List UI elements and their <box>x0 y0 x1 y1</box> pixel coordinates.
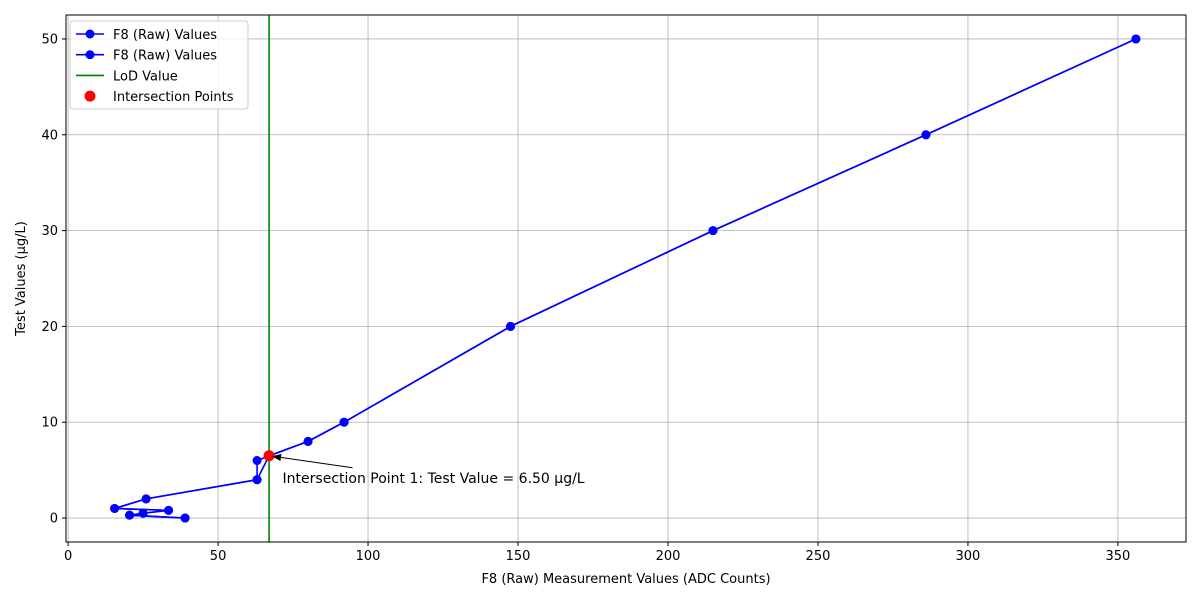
legend-entry-lod: LoD Value <box>76 69 178 84</box>
x-tick-label: 50 <box>210 549 227 564</box>
annotation-arrow <box>277 456 353 469</box>
series-2-point <box>180 513 190 523</box>
legend-label: F8 (Raw) Values <box>113 28 217 43</box>
series-2-point <box>125 510 135 520</box>
x-axis-label: F8 (Raw) Measurement Values (ADC Counts) <box>481 572 770 587</box>
annotation-text: Intersection Point 1: Test Value = 6.50 … <box>283 471 585 487</box>
series-line-1 <box>113 38 1137 519</box>
x-tick-label: 350 <box>1105 549 1130 564</box>
x-tick-label: 300 <box>956 549 981 564</box>
x-tick-label: 0 <box>64 549 72 564</box>
y-tick-label: 0 <box>50 512 58 527</box>
series-layer <box>110 34 1141 523</box>
legend-marker-swatch <box>85 29 95 39</box>
x-tick-label: 200 <box>656 549 681 564</box>
series-2-point <box>138 508 148 518</box>
series-2-point <box>164 505 174 515</box>
series-2-point <box>252 475 262 485</box>
intersection-point <box>263 450 275 462</box>
plot-area-frame <box>65 14 1187 543</box>
legend-entry-series-1: F8 (Raw) Values <box>76 28 217 43</box>
y-tick-label: 30 <box>41 224 58 239</box>
series-2-point <box>506 321 516 331</box>
x-tick-label: 250 <box>806 549 831 564</box>
y-axis-ticks: 0 10 20 30 40 50 <box>41 32 66 527</box>
legend-marker-swatch <box>85 50 95 60</box>
series-1-point <box>252 456 262 466</box>
series-2-point <box>708 226 718 236</box>
series-2-point <box>110 503 120 513</box>
annotation-arrow-head <box>272 454 282 461</box>
legend-label: Intersection Points <box>113 90 234 105</box>
annotation-layer: Intersection Point 1: Test Value = 6.50 … <box>272 454 585 487</box>
legend-label: LoD Value <box>113 69 178 84</box>
y-axis-label: Test Values (µg/L) <box>14 221 29 337</box>
legend-label: F8 (Raw) Values <box>113 49 217 64</box>
legend-entry-intersection: Intersection Points <box>84 90 234 105</box>
series-2-point <box>339 417 349 427</box>
legend-box <box>69 20 249 110</box>
series-2-point <box>1131 34 1141 44</box>
legend: F8 (Raw) Values F8 (Raw) Values LoD Value I… <box>69 20 249 110</box>
y-tick-label: 20 <box>41 320 58 335</box>
y-tick-label: 40 <box>41 128 58 143</box>
grid <box>66 15 1186 542</box>
x-tick-label: 100 <box>356 549 381 564</box>
y-tick-label: 10 <box>41 416 58 431</box>
series-2-point <box>303 436 313 446</box>
y-tick-label: 50 <box>41 32 58 47</box>
x-axis-ticks: 0 50 100 150 200 250 300 350 <box>64 542 1130 564</box>
legend-marker-swatch <box>84 90 96 102</box>
intersection-layer <box>263 450 275 462</box>
series-line-2 <box>113 38 1137 519</box>
legend-entry-series-2: F8 (Raw) Values <box>76 49 217 64</box>
x-tick-label: 150 <box>506 549 531 564</box>
series-2-point <box>141 494 151 504</box>
series-2-point <box>921 130 931 140</box>
